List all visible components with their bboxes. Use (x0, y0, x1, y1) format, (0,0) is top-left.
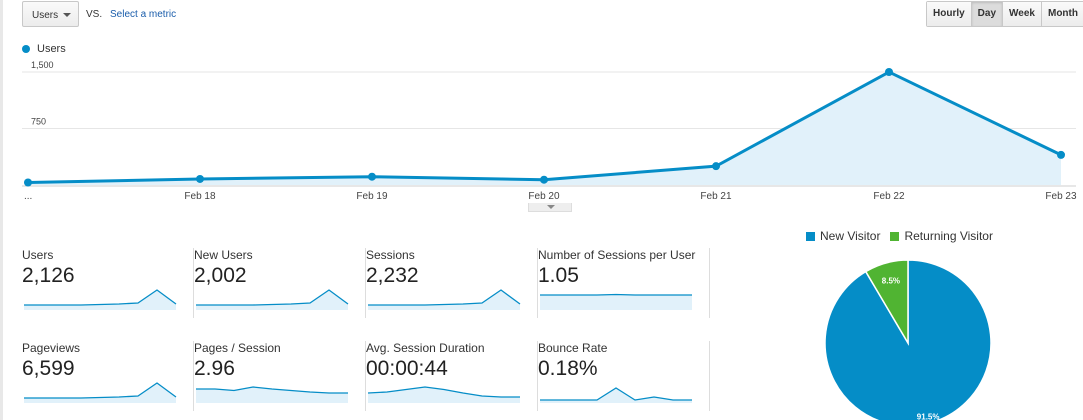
sparkline-fill (368, 387, 520, 403)
sparkline-fill (540, 388, 692, 403)
x-tick-label: Feb 22 (873, 191, 905, 202)
metric-card[interactable]: Users 2,126 (22, 248, 194, 318)
x-tick-label: Feb 19 (356, 191, 388, 202)
card-divider (365, 248, 366, 318)
visitor-type-pie-chart: 91.5% 8.5% (824, 259, 992, 420)
sparkline-line (540, 387, 692, 401)
returning-visitor-slice[interactable] (864, 259, 909, 346)
metric-title: Pages / Session (194, 341, 281, 355)
users-data-point[interactable] (1057, 150, 1065, 159)
period-hourly-button[interactable]: Hourly (927, 2, 972, 26)
metric-value: 0.18% (538, 357, 598, 380)
page-left-border (0, 0, 3, 420)
triangle-down-icon (547, 205, 555, 209)
period-week-button[interactable]: Week (1003, 2, 1042, 26)
metric-card[interactable]: New Users 2,002 (194, 248, 366, 318)
period-toggle-group: Hourly Day Week Month (926, 1, 1083, 27)
returning-visitor-label: Returning Visitor (904, 229, 993, 243)
sparkline-fill (540, 294, 692, 310)
sparkline-line (24, 289, 177, 306)
collapse-chart-tab[interactable] (528, 203, 572, 212)
metric-title: Number of Sessions per User (538, 248, 696, 262)
users-data-point[interactable] (885, 68, 893, 76)
metric-select-dropdown[interactable]: Users (22, 1, 79, 27)
sparkline-line (540, 293, 692, 296)
metric-card[interactable]: Number of Sessions per User 1.05 (538, 248, 710, 318)
sparkline-line (24, 382, 177, 399)
metric-title: Pageviews (22, 341, 81, 355)
metric-sparkline (367, 386, 520, 403)
users-legend-dot (22, 45, 30, 53)
pie-legend: New Visitor Returning Visitor (806, 229, 1003, 243)
sparkline-line (368, 289, 521, 306)
users-data-point[interactable] (540, 175, 548, 184)
chart-toolbar: Users VS. Select a metric Hourly Day Wee… (0, 0, 1083, 30)
card-divider (709, 248, 710, 318)
metric-card[interactable]: Pageviews 6,599 (22, 341, 194, 411)
sparkline-line (196, 386, 348, 394)
metric-sparkline (540, 387, 692, 403)
x-tick-label: Feb 20 (528, 191, 560, 202)
users-data-point[interactable] (368, 172, 376, 181)
y-tick-label: 1,500 (31, 60, 54, 70)
metric-value: 6,599 (22, 357, 75, 380)
metric-title: Bounce Rate (538, 341, 608, 355)
metric-card[interactable]: Pages / Session 2.96 (194, 341, 366, 411)
metric-sparkline (196, 289, 349, 310)
metric-value: 2.96 (194, 357, 235, 380)
metric-value: 00:00:44 (366, 357, 448, 380)
metric-title: Users (22, 248, 54, 262)
users-data-point[interactable] (24, 178, 32, 187)
pie-legend-new-visitor[interactable]: New Visitor (806, 229, 880, 243)
metric-title: Avg. Session Duration (366, 341, 485, 355)
x-tick-label: Feb 21 (700, 191, 732, 202)
metric-card[interactable]: Sessions 2,232 (366, 248, 538, 318)
card-divider (193, 248, 194, 318)
metric-select-label: Users (32, 10, 59, 21)
card-divider (537, 341, 538, 411)
metric-value: 1.05 (538, 264, 579, 287)
card-divider (709, 341, 710, 411)
metric-title: Sessions (366, 248, 415, 262)
new-visitor-swatch (806, 231, 815, 241)
users-over-time-chart: 1,500 750... Feb 18 Feb 19 Feb 20 Feb 21 Feb 2… (22, 60, 1077, 202)
metric-sparkline (24, 289, 177, 310)
metric-sparkline (368, 289, 521, 310)
period-day-button[interactable]: Day (971, 2, 1004, 26)
metric-value: 2,002 (194, 264, 247, 287)
x-tick-label: ... (24, 191, 32, 202)
x-tick-label: Feb 23 (1045, 191, 1077, 202)
returning-visitor-slice-label: 8.5% (882, 277, 900, 286)
chevron-down-icon (63, 13, 71, 17)
select-a-metric-link[interactable]: Select a metric (110, 9, 177, 20)
sparkline-line (196, 289, 349, 306)
chart-legend: Users (22, 43, 66, 55)
period-month-button[interactable]: Month (1041, 2, 1083, 26)
returning-visitor-swatch (890, 231, 900, 241)
users-data-point[interactable] (712, 162, 720, 171)
metric-value: 2,232 (366, 264, 419, 287)
metric-card[interactable]: Bounce Rate 0.18% (538, 341, 710, 411)
vs-label: VS. (86, 9, 103, 20)
pie-legend-returning-visitor[interactable]: Returning Visitor (890, 229, 993, 243)
card-divider (365, 341, 366, 411)
y-tick-label: 750 (31, 117, 46, 127)
metric-value: 2,126 (22, 264, 75, 287)
metric-sparkline (196, 386, 348, 403)
new-visitor-slice-label: 91.5% (917, 413, 940, 420)
new-visitor-label: New Visitor (820, 229, 881, 243)
users-legend-label: Users (37, 43, 66, 55)
x-tick-label: Feb 18 (184, 191, 216, 202)
card-divider (193, 341, 194, 411)
metric-sparkline (540, 293, 692, 310)
sparkline-line (367, 386, 520, 398)
users-area-fill (28, 72, 1061, 185)
metric-sparkline (24, 382, 177, 403)
metric-title: New Users (194, 248, 253, 262)
card-divider (537, 248, 538, 318)
metric-card[interactable]: Avg. Session Duration 00:00:44 (366, 341, 538, 411)
users-data-point[interactable] (196, 174, 204, 183)
